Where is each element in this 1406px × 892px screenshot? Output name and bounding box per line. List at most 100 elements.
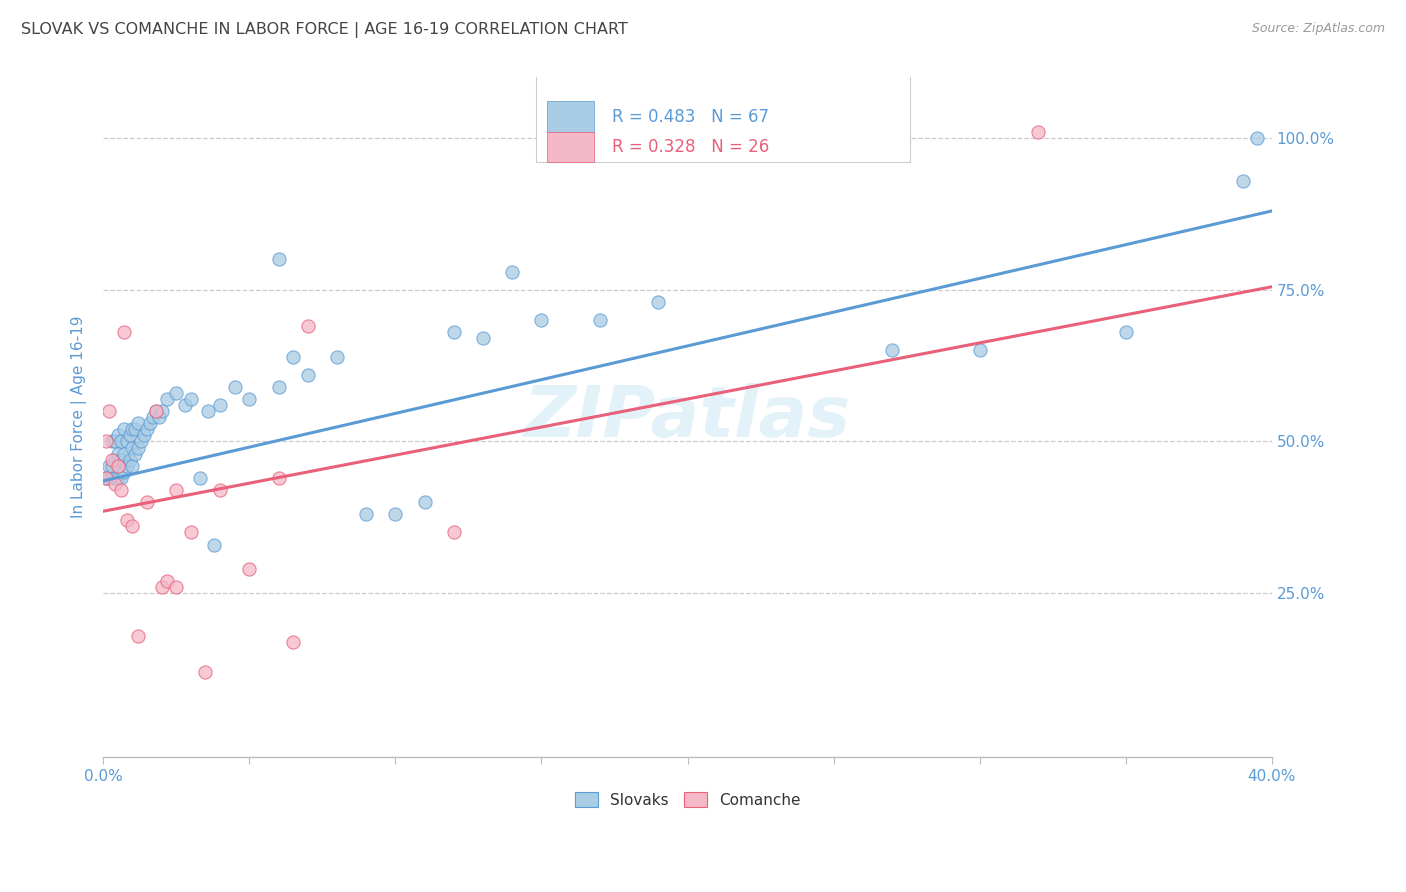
Point xyxy=(197,404,219,418)
Point xyxy=(145,404,167,418)
Point xyxy=(969,343,991,358)
Point xyxy=(174,398,197,412)
Point xyxy=(1026,125,1049,139)
Point xyxy=(297,319,319,334)
Point xyxy=(165,483,187,497)
Point xyxy=(98,471,121,485)
Point xyxy=(124,422,146,436)
Point xyxy=(139,417,162,431)
Point xyxy=(101,434,124,449)
Y-axis label: In Labor Force | Age 16-19: In Labor Force | Age 16-19 xyxy=(72,316,87,518)
Point xyxy=(104,471,127,485)
Point xyxy=(384,508,406,522)
Point xyxy=(443,525,465,540)
Point xyxy=(238,392,260,406)
Point xyxy=(94,471,117,485)
Point xyxy=(145,404,167,418)
Point xyxy=(127,417,149,431)
Point xyxy=(1115,325,1137,339)
Point xyxy=(530,313,553,327)
Point xyxy=(107,471,129,485)
Point xyxy=(134,428,156,442)
FancyBboxPatch shape xyxy=(547,132,595,162)
FancyBboxPatch shape xyxy=(536,74,910,162)
Point xyxy=(121,441,143,455)
Point xyxy=(224,380,246,394)
Point xyxy=(443,325,465,339)
Point xyxy=(472,331,495,345)
Text: ZIPatlas: ZIPatlas xyxy=(524,383,851,451)
Point xyxy=(127,629,149,643)
Text: SLOVAK VS COMANCHE IN LABOR FORCE | AGE 16-19 CORRELATION CHART: SLOVAK VS COMANCHE IN LABOR FORCE | AGE … xyxy=(21,22,628,38)
Point xyxy=(121,458,143,473)
Point xyxy=(150,404,173,418)
Text: R = 0.483   N = 67: R = 0.483 N = 67 xyxy=(612,108,769,126)
Point xyxy=(107,428,129,442)
Point xyxy=(142,410,165,425)
Point xyxy=(238,562,260,576)
Point xyxy=(180,525,202,540)
Point xyxy=(194,665,217,679)
Point xyxy=(647,294,669,309)
Point xyxy=(94,471,117,485)
Point xyxy=(326,350,349,364)
Point xyxy=(165,386,187,401)
Point xyxy=(104,434,127,449)
Point xyxy=(110,434,132,449)
Point xyxy=(118,428,141,442)
Point xyxy=(1246,131,1268,145)
Point xyxy=(110,471,132,485)
Point xyxy=(107,458,129,473)
Point xyxy=(267,471,290,485)
Point xyxy=(121,519,143,533)
Point xyxy=(150,580,173,594)
Point xyxy=(267,252,290,267)
Point xyxy=(101,471,124,485)
Point xyxy=(112,447,135,461)
Point xyxy=(115,434,138,449)
Point xyxy=(136,495,159,509)
Point xyxy=(101,458,124,473)
Point xyxy=(124,447,146,461)
Point xyxy=(209,483,232,497)
FancyBboxPatch shape xyxy=(547,101,595,132)
Point xyxy=(129,434,152,449)
Point xyxy=(501,264,523,278)
Point xyxy=(209,398,232,412)
Point xyxy=(156,574,179,588)
Point xyxy=(110,483,132,497)
Point xyxy=(281,350,304,364)
Point xyxy=(107,447,129,461)
Point xyxy=(188,471,211,485)
Point xyxy=(98,404,121,418)
Point xyxy=(110,452,132,467)
Point xyxy=(112,465,135,479)
Point xyxy=(156,392,179,406)
Text: Source: ZipAtlas.com: Source: ZipAtlas.com xyxy=(1251,22,1385,36)
Point xyxy=(1232,173,1254,187)
Point xyxy=(107,458,129,473)
Point xyxy=(202,538,225,552)
Point xyxy=(413,495,436,509)
Point xyxy=(297,368,319,382)
Point xyxy=(148,410,170,425)
Point xyxy=(115,513,138,527)
Point xyxy=(589,313,612,327)
Point xyxy=(115,458,138,473)
Point xyxy=(112,422,135,436)
Point xyxy=(354,508,377,522)
Point xyxy=(267,380,290,394)
Point xyxy=(127,441,149,455)
Point xyxy=(121,422,143,436)
Point xyxy=(104,452,127,467)
Point xyxy=(880,343,903,358)
Point xyxy=(112,325,135,339)
Point xyxy=(94,434,117,449)
Legend: Slovaks, Comanche: Slovaks, Comanche xyxy=(568,786,807,814)
Point xyxy=(180,392,202,406)
Point xyxy=(98,458,121,473)
Point xyxy=(136,422,159,436)
Point xyxy=(118,452,141,467)
Point xyxy=(101,452,124,467)
Point xyxy=(281,634,304,648)
